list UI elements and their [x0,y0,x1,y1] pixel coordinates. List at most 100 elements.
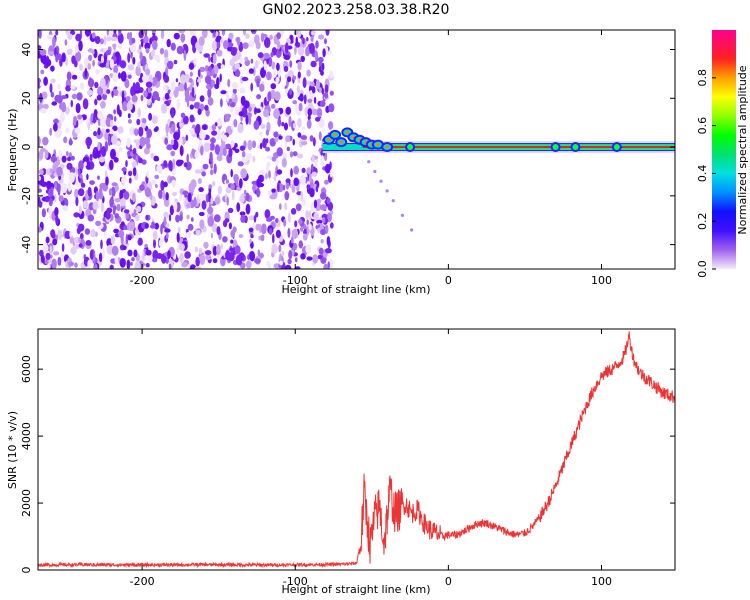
spectrogram-noise-cell [189,104,194,110]
spectrogram-noise-cell [166,38,171,48]
spectrogram-noise-cell [265,172,268,180]
spectrogram-noise-cell [75,166,78,176]
spectrogram-noise-cell [189,127,195,135]
spectrogram-noise-cell [222,147,227,157]
colorbar-tick-label: 0.2 [696,212,709,230]
spectrogram-noise-cell [137,61,141,68]
spectrogram-noise-cell [288,250,293,260]
spectrogram-noise-cell [259,142,263,150]
signal-onset-blob [339,140,344,144]
spectrogram-noise-cell [306,37,309,42]
spectrogram-noise-cell [289,60,293,68]
spectrogram-noise-cell [309,188,315,198]
spectrogram-noise-cell [267,190,272,196]
signal-knot [613,144,620,151]
spectrogram-noise-cell [105,211,111,220]
spectrogram-noise-cell [127,119,132,124]
spectrogram-noise-cell [209,169,214,176]
spectrogram-noise-cell [193,57,197,66]
spectrogram-noise-cell [75,196,79,207]
spectrogram-noise-cell [66,48,73,56]
spectrogram-noise-cell [151,115,158,124]
spectrogram-noise-cell [112,89,119,96]
spectrogram-noise-cell [50,78,56,84]
spectrogram-noise-cell [120,197,126,207]
spectrogram-noise-cell [292,75,297,80]
spectrogram-noise-cell [112,43,117,48]
spectrogram-noise-cell [180,112,186,119]
spectrogram-noise-cell [295,102,298,113]
spectrogram-noise-cell [311,154,315,163]
spectrogram-noise-cell [290,168,293,178]
spectrogram-noise-cell [318,34,325,40]
spectrogram-noise-cell [234,69,241,77]
spectrogram-noise-cell [54,207,59,217]
spectrogram-noise-cell [324,92,329,99]
spectrogram-noise-cell [283,122,289,131]
signal-onset-blob [326,138,331,142]
spectrogram-noise-cell [171,123,176,133]
spectrogram-noise-cell [292,100,298,105]
signal-tail-dot [391,199,395,203]
spectrogram-noise-cell [229,101,236,108]
spectrogram-noise-cell [47,34,54,40]
spectrogram-noise-cell [248,40,255,48]
spectrogram-noise-cell [318,87,322,93]
spectrogram-noise-cell [94,81,99,89]
spectrogram-x-axis-label: Height of straight line (km) [281,283,430,296]
spectrogram-noise-cell [285,178,291,183]
spectrogram-noise-cell [79,82,85,90]
spectrogram-noise-cell [231,93,235,99]
spectrogram-noise-cell [211,130,218,136]
spectrogram-noise-cell [74,188,79,199]
spectrogram-noise-cell [151,35,158,43]
spectrogram-noise-cell [260,106,263,112]
spectrogram-noise-cell [112,206,116,216]
spectrogram-noise-cell [57,256,62,266]
spectrogram-noise-cell [299,174,306,185]
spectrogram-noise-cell [113,116,117,122]
spectrogram-noise-cell [183,49,187,61]
spectrogram-noise-cell [78,243,83,248]
spectrogram-noise-cell [116,203,121,212]
spectrogram-noise-cell [184,81,187,92]
spectrogram-noise-cell [70,155,75,161]
spectrogram-noise-cell [40,181,48,187]
spectrogram-noise-cell [45,252,51,261]
spectrogram-noise-cell [201,171,206,177]
spectrogram-noise-cell [80,182,86,188]
colorbar-label: Normalized spectral amplitude [736,65,749,234]
spectrogram-noise-cell [47,51,54,55]
spectrogram-noise-cell [148,112,153,121]
spectrogram-noise-cell [64,39,68,46]
spectrogram-noise-cell [63,136,68,144]
spectrogram-noise-cell [48,197,53,207]
spectrogram-noise-cell [184,74,191,83]
spectrogram-noise-cell [99,38,104,45]
spectrogram-noise-cell [279,203,282,211]
spectrogram-noise-cell [50,65,55,72]
spectrogram-noise-cell [322,48,326,58]
spectrogram-noise-cell [94,263,98,269]
spectrogram-noise-cell [214,196,221,205]
spectrogram-noise-cell [164,137,169,145]
spectrogram-noise-cell [232,226,237,233]
spectrogram-noise-cell [65,127,70,133]
spectrogram-noise-cell [163,74,170,83]
spectrogram-noise-cell [69,230,73,238]
spectrogram-noise-cell [262,138,267,149]
spectrogram-noise-cell [309,81,315,87]
spectrogram-noise-cell [310,60,317,68]
spectrogram-noise-cell [38,150,44,160]
spectrogram-noise-cell [269,194,276,200]
spectrogram-noise-cell [127,52,131,63]
spectrogram-noise-cell [271,243,278,254]
spectrogram-noise-cell [49,127,52,136]
spectrogram-noise-cell [145,81,153,88]
spectrogram-x-ticks: -200 -100 0 100 [130,30,612,287]
spectrogram-noise-cell [269,34,273,40]
spectrogram-noise-cell [75,51,82,62]
spectrogram-noise-cell [321,62,325,71]
spectrogram-noise-cell [128,177,132,184]
spectrogram-noise-cell [316,107,323,118]
